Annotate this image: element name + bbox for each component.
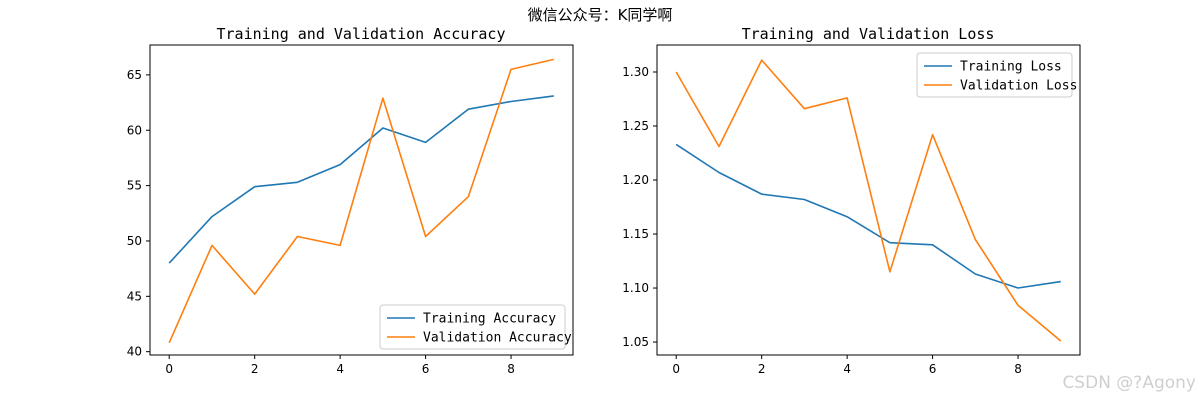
loss-series-validation-line	[675, 59, 1062, 342]
accuracy-y-tick-label: 45	[127, 289, 142, 303]
loss-legend-label: Training Loss	[960, 60, 1062, 75]
accuracy-y-tick-label: 55	[127, 179, 142, 193]
loss-legend-box	[916, 52, 1073, 98]
accuracy-x-tick-label: 2	[251, 362, 259, 376]
accuracy-legend-box	[379, 304, 566, 350]
loss-x-tick-label: 4	[843, 362, 851, 376]
accuracy-legend-label: Training Accuracy	[423, 312, 556, 327]
accuracy-legend-label: Validation Accuracy	[423, 331, 572, 346]
accuracy-y-tick-label: 60	[127, 123, 142, 137]
loss-legend-label: Validation Loss	[960, 79, 1077, 94]
accuracy-x-tick-label: 6	[422, 362, 430, 376]
loss-y-tick-label: 1.15	[622, 227, 649, 241]
loss-x-tick-label: 6	[929, 362, 937, 376]
accuracy-legend: Training Accuracy Validation Accuracy	[379, 304, 572, 350]
accuracy-series-validation-line	[168, 58, 554, 344]
loss-x-tick-label: 8	[1014, 362, 1022, 376]
loss-y-tick-label: 1.25	[622, 119, 649, 133]
loss-y-tick-label: 1.05	[622, 335, 649, 349]
loss-y-tick-label: 1.10	[622, 281, 649, 295]
loss-plot: Training and Validation Loss 0 2 4 6 8 1.05 1.…	[622, 25, 1081, 376]
loss-legend: Training Loss Validation Loss	[916, 52, 1077, 98]
loss-y-tick-label: 1.20	[622, 173, 649, 187]
loss-x-tick-label: 0	[672, 362, 680, 376]
loss-series-training-line	[675, 143, 1061, 289]
accuracy-x-tick-label: 0	[165, 362, 173, 376]
loss-y-tick-label: 1.30	[622, 65, 649, 79]
accuracy-y-tick-label: 40	[127, 345, 142, 359]
accuracy-plot-title: Training and Validation Accuracy	[217, 25, 506, 43]
accuracy-plot: Training and Validation Accuracy 0 2 4 6 8 40…	[127, 25, 574, 376]
accuracy-x-tick-label: 8	[507, 362, 515, 376]
loss-plot-title: Training and Validation Loss	[742, 25, 995, 43]
accuracy-y-tick-label: 50	[127, 234, 142, 248]
loss-x-tick-label: 2	[758, 362, 766, 376]
loss-axes-frame	[656, 44, 1081, 356]
figure-suptitle: 微信公众号：K同学啊	[528, 6, 673, 24]
csdn-watermark: CSDN @?Agony	[1062, 373, 1196, 393]
accuracy-series-training-line	[168, 95, 554, 264]
accuracy-axes-frame	[149, 44, 574, 356]
accuracy-y-tick-label: 65	[127, 68, 142, 82]
accuracy-x-tick-label: 4	[336, 362, 344, 376]
